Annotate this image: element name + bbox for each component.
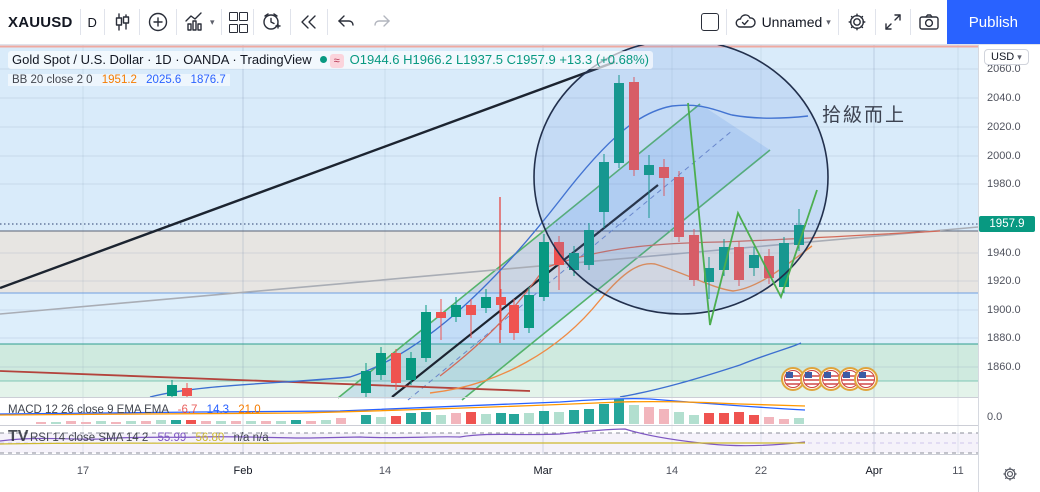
- layout-grid-button[interactable]: [222, 8, 253, 37]
- time-scale[interactable]: 17 Feb 14 Mar 14 22 Apr 11: [0, 455, 978, 492]
- indicators-button[interactable]: ▾: [177, 8, 222, 36]
- macd-legend-row[interactable]: MACD 12 26 close 9 EMA EMA -6.7 14.3 21.…: [8, 404, 261, 416]
- macd-zero-label: 0.0: [987, 411, 1003, 423]
- indicators-icon: [184, 12, 206, 32]
- market-status-dot: [319, 56, 327, 63]
- bar-replay-icon[interactable]: [291, 8, 327, 36]
- price-label: 1900.0: [987, 304, 1021, 316]
- toolbar-right: Unnamed ▾ Publish: [694, 0, 1040, 44]
- price-label: 1920.0: [987, 275, 1021, 287]
- pane-separator[interactable]: [0, 454, 1040, 455]
- interval-button[interactable]: D: [87, 14, 97, 30]
- chinese-text-annotation[interactable]: 拾級而上: [822, 105, 907, 126]
- alert-button[interactable]: [254, 7, 290, 37]
- candlesticks: [167, 75, 804, 397]
- price-label: 1940.0: [987, 247, 1021, 259]
- currency-selector[interactable]: USD ▾: [984, 49, 1029, 65]
- price-label: 1860.0: [987, 361, 1021, 373]
- coin-icons: [781, 367, 878, 391]
- panel-square-icon: [700, 13, 719, 31]
- cloud-save-button[interactable]: Unnamed ▾: [727, 8, 838, 36]
- circle-annotation: [533, 45, 829, 315]
- screenshot-camera-icon[interactable]: [911, 8, 947, 36]
- timezone-settings-corner[interactable]: [978, 455, 1040, 492]
- chart-style-candles-icon[interactable]: [105, 8, 139, 36]
- pane-separator[interactable]: [0, 397, 1040, 398]
- grid-icon: [229, 11, 249, 33]
- legend-title: Gold Spot / U.S. Dollar · 1D · OANDA · T…: [12, 52, 312, 67]
- bb-legend-row[interactable]: BB 20 close 2 0 1951.2 2025.6 1876.7: [8, 74, 230, 86]
- time-label: Feb: [233, 465, 253, 477]
- fullscreen-icon[interactable]: [876, 8, 910, 36]
- gear-icon: [1001, 465, 1019, 483]
- price-scale[interactable]: USD ▾ 2060.0 2040.0 2020.0 2000.0 1980.0 1940…: [978, 45, 1040, 492]
- layout-name: Unnamed: [761, 14, 823, 30]
- time-label: Mar: [533, 465, 553, 477]
- watchlist-toggle-button[interactable]: [694, 9, 726, 35]
- chart-pane[interactable]: [0, 45, 978, 455]
- symbol-button[interactable]: XAUUSD: [8, 13, 73, 31]
- pane-separator[interactable]: [0, 425, 1040, 426]
- time-label: 11: [952, 465, 964, 477]
- settings-gear-icon[interactable]: [839, 7, 875, 37]
- publish-button[interactable]: Publish: [946, 0, 1040, 44]
- price-label: 2020.0: [987, 121, 1021, 133]
- zigzag-annotation: [687, 102, 818, 326]
- redo-icon[interactable]: [364, 9, 400, 35]
- price-label: 2040.0: [987, 92, 1021, 104]
- tradingview-watermark: TV: [8, 428, 29, 445]
- rsi-legend-row[interactable]: RSI 14 close SMA 14 2 55.99 56.80 n/a n/…: [30, 432, 269, 444]
- last-price-badge: 1957.9: [979, 216, 1035, 232]
- chevron-down-icon: ▾: [1017, 52, 1022, 62]
- symbol-legend-row[interactable]: Gold Spot / U.S. Dollar · 1D · OANDA · T…: [8, 51, 653, 69]
- price-label: 1980.0: [987, 178, 1021, 190]
- undo-icon[interactable]: [328, 9, 364, 35]
- compare-add-icon[interactable]: [140, 7, 176, 37]
- macd-histogram: [36, 399, 804, 424]
- top-toolbar: XAUUSD D ▾: [0, 0, 1040, 45]
- delayed-data-icon: ≈: [329, 54, 344, 68]
- time-label: 17: [76, 465, 90, 477]
- price-label: 1880.0: [987, 332, 1021, 344]
- price-label: 2000.0: [987, 150, 1021, 162]
- price-label: 2060.0: [987, 63, 1021, 75]
- time-label: 22: [754, 465, 768, 477]
- chevron-down-icon: ▾: [209, 16, 215, 27]
- time-label: 14: [665, 465, 679, 477]
- cloud-check-icon: [734, 12, 758, 32]
- time-label: 14: [378, 465, 392, 477]
- time-label: Apr: [865, 465, 883, 477]
- chevron-down-icon: ▾: [826, 16, 831, 27]
